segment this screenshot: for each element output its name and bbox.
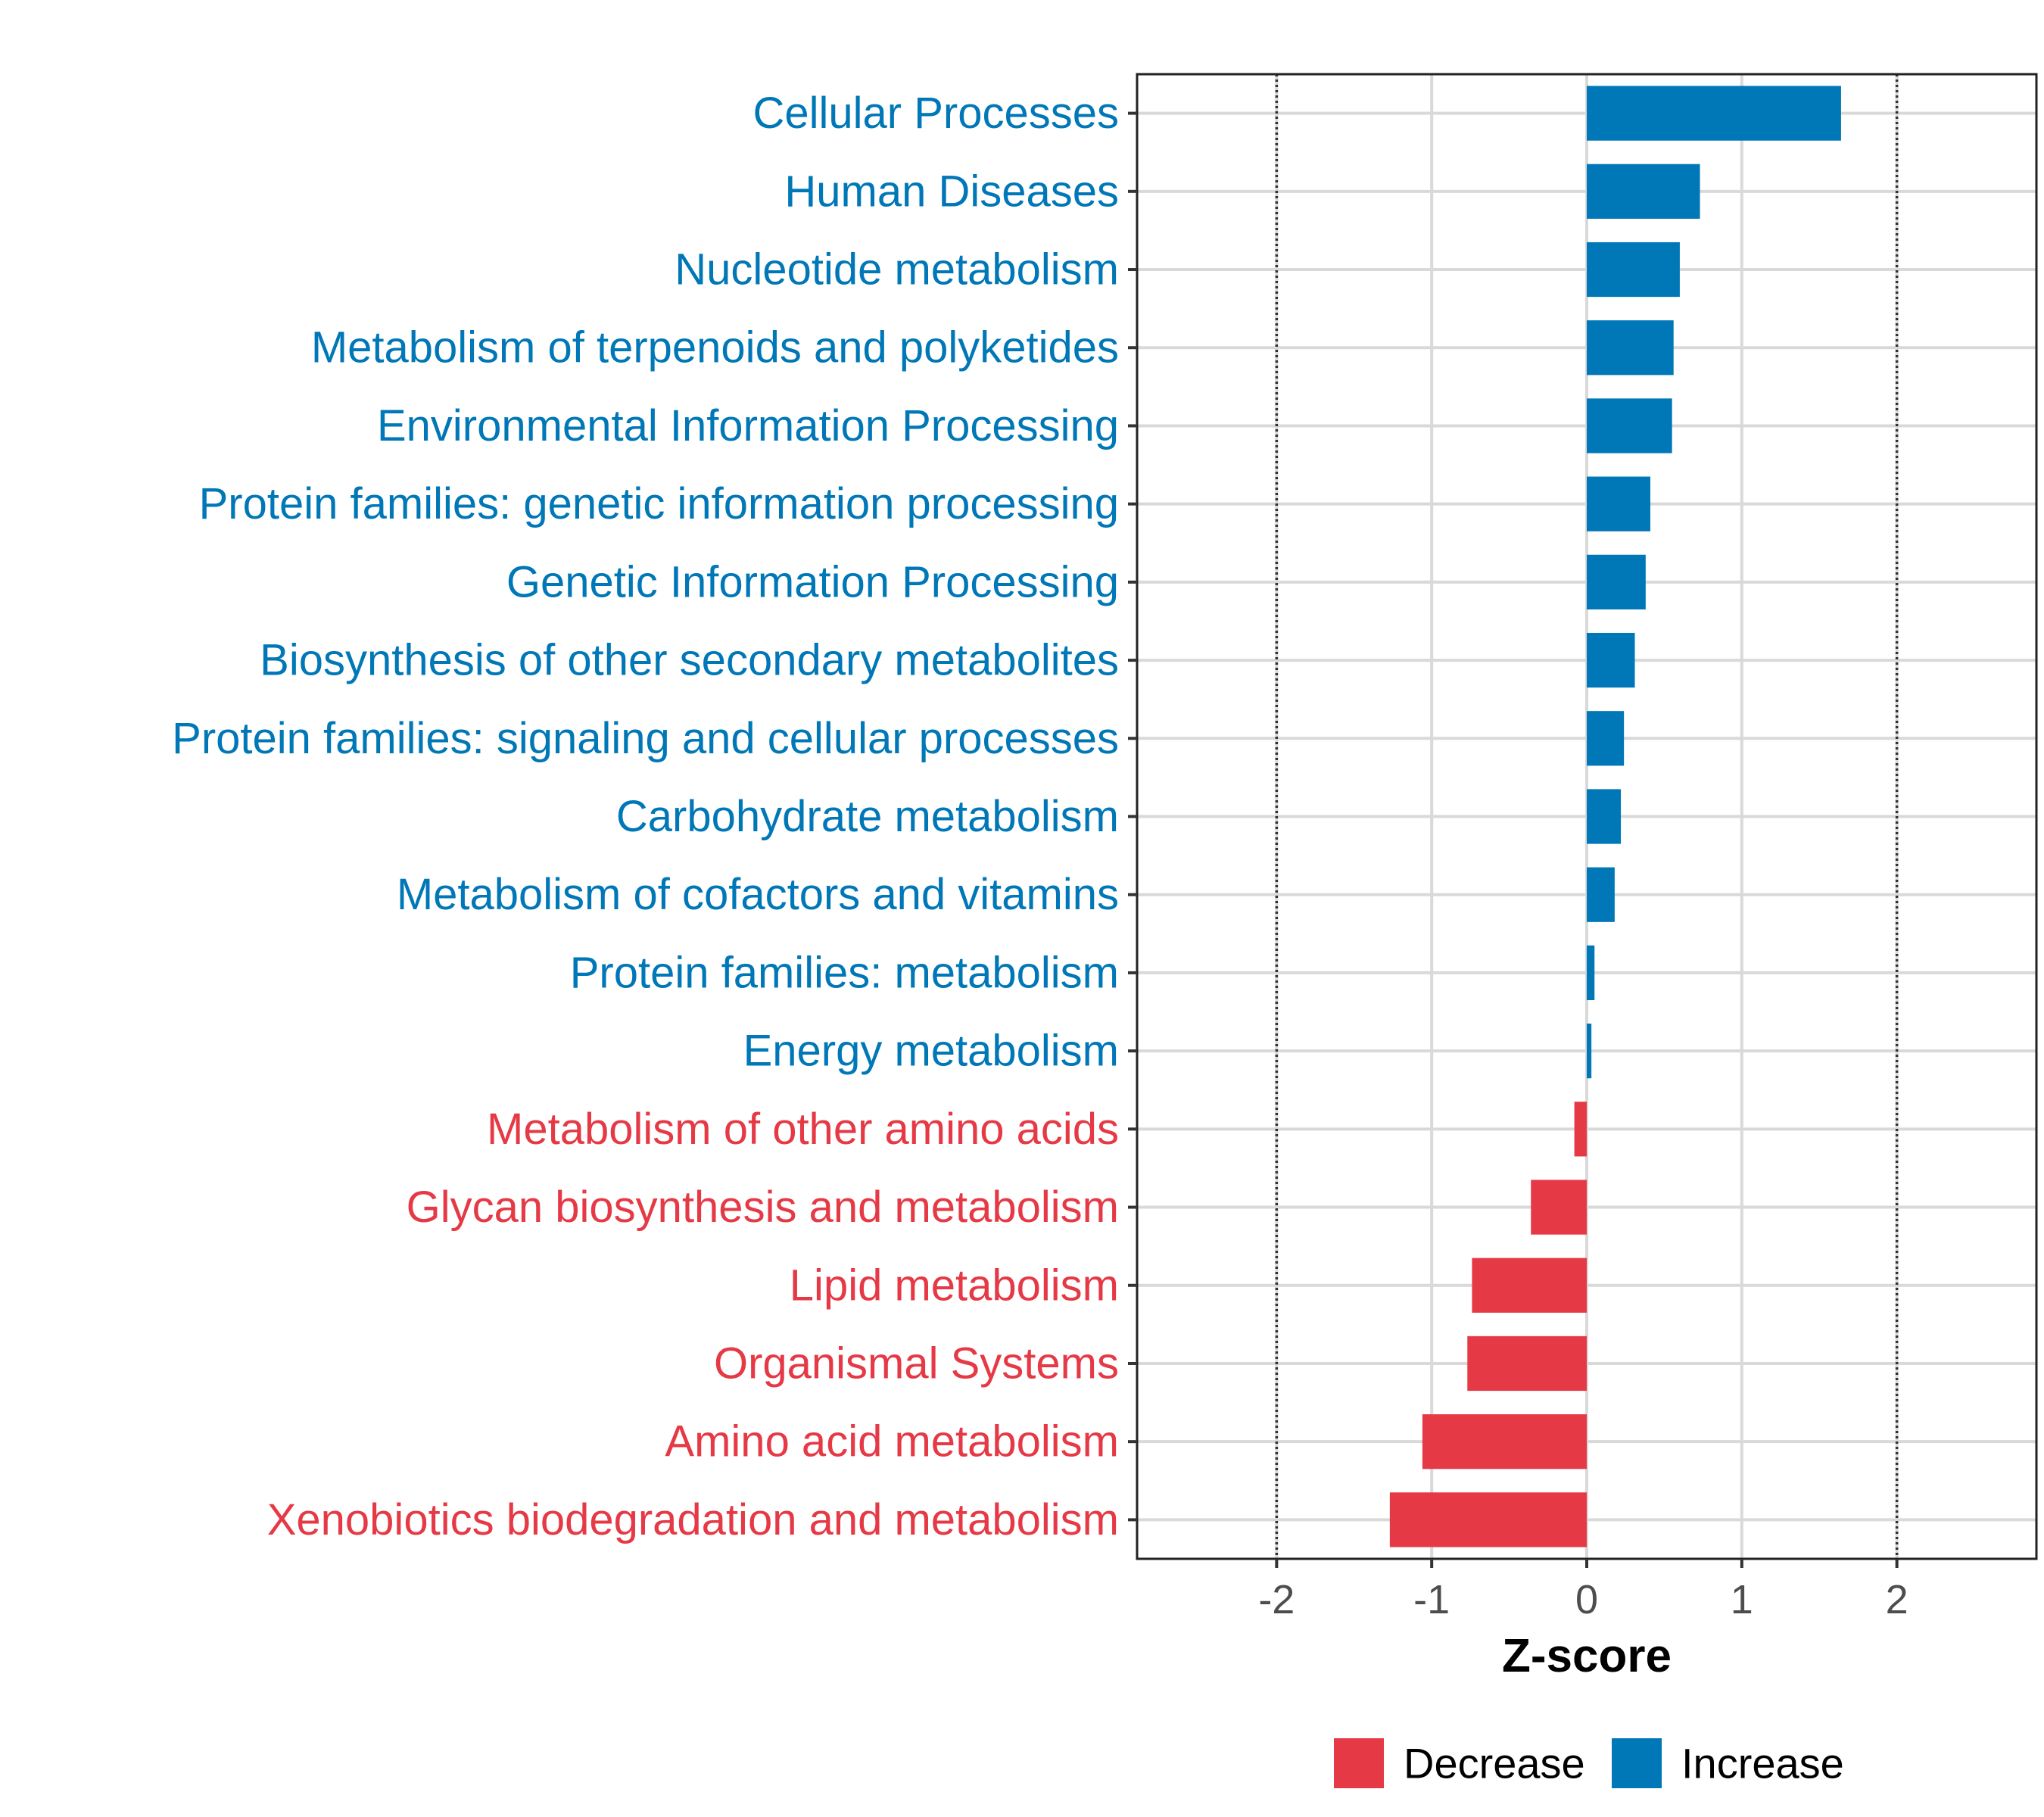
y-tick-label: Nucleotide metabolism xyxy=(675,245,1119,295)
bar xyxy=(1587,789,1622,844)
bar xyxy=(1574,1102,1587,1157)
y-tick-label: Protein families: signaling and cellular… xyxy=(172,714,1119,763)
x-axis: -2 -1 0 1 2 xyxy=(1258,1559,1908,1622)
y-tick-label: Carbohydrate metabolism xyxy=(616,792,1119,841)
legend-swatch xyxy=(1612,1738,1662,1788)
x-tick-label: -2 xyxy=(1258,1577,1295,1622)
bars xyxy=(1389,86,1841,1547)
bar xyxy=(1422,1414,1587,1469)
y-tick-label: Metabolism of other amino acids xyxy=(487,1105,1119,1154)
bar xyxy=(1587,711,1625,766)
legend-swatch xyxy=(1334,1738,1384,1788)
bar xyxy=(1587,945,1595,1001)
bar xyxy=(1587,1024,1592,1079)
legend-label: Decrease xyxy=(1404,1740,1585,1787)
y-tick-label: Organismal Systems xyxy=(714,1339,1119,1388)
bar xyxy=(1587,476,1650,531)
y-tick-label: Amino acid metabolism xyxy=(665,1417,1119,1466)
y-tick-label: Human Diseases xyxy=(784,167,1119,216)
bar xyxy=(1587,867,1615,922)
x-tick-label: 1 xyxy=(1731,1577,1753,1622)
y-tick-label: Protein families: metabolism xyxy=(570,948,1119,997)
bar xyxy=(1587,632,1635,688)
bar xyxy=(1472,1258,1587,1313)
bar xyxy=(1467,1335,1587,1392)
y-tick-label: Cellular Processes xyxy=(752,89,1119,138)
y-tick-label: Glycan biosynthesis and metabolism xyxy=(407,1183,1119,1232)
bar xyxy=(1587,86,1841,141)
x-tick-label: 0 xyxy=(1575,1577,1598,1622)
y-tick-label: Biosynthesis of other secondary metaboli… xyxy=(260,636,1119,685)
bar xyxy=(1587,242,1680,298)
bar xyxy=(1531,1180,1587,1235)
y-tick-label: Genetic Information Processing xyxy=(506,557,1119,606)
y-tick-label: Environmental Information Processing xyxy=(377,401,1119,450)
y-tick-label: Lipid metabolism xyxy=(790,1261,1119,1310)
x-tick-label: 2 xyxy=(1886,1577,1908,1622)
bar xyxy=(1587,554,1646,609)
legend: Decrease Increase xyxy=(1334,1738,1844,1788)
y-tick-label: Xenobiotics biodegradation and metabolis… xyxy=(267,1495,1119,1544)
y-tick-label: Metabolism of cofactors and vitamins xyxy=(397,870,1119,919)
bar xyxy=(1587,398,1672,453)
bar xyxy=(1389,1492,1587,1547)
bar xyxy=(1587,320,1674,376)
legend-label: Increase xyxy=(1681,1740,1844,1787)
y-tick-label: Protein families: genetic information pr… xyxy=(199,479,1119,528)
y-tick-label: Energy metabolism xyxy=(743,1027,1119,1076)
x-tick-label: -1 xyxy=(1413,1577,1450,1622)
x-axis-title: Z-score xyxy=(1502,1630,1672,1682)
y-axis: Cellular Processes Human Diseases Nucleoti… xyxy=(172,89,1137,1544)
y-tick-label: Metabolism of terpenoids and polyketides xyxy=(311,323,1119,372)
reference-lines xyxy=(1275,74,1899,1559)
bar xyxy=(1587,164,1700,219)
